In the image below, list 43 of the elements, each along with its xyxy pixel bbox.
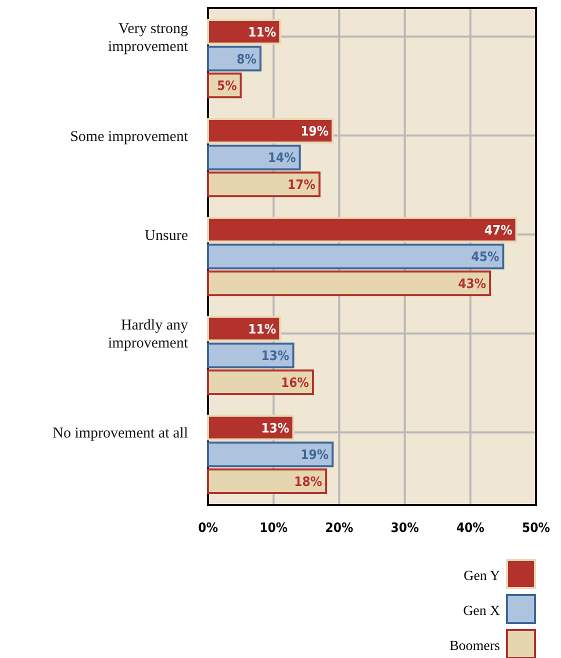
x-tick-label: 50% xyxy=(522,521,550,536)
data-label: 47% xyxy=(484,223,513,238)
bar xyxy=(207,468,328,494)
bar xyxy=(207,144,301,170)
bar xyxy=(207,244,504,270)
bar xyxy=(207,316,282,342)
legend-label: Boomers xyxy=(449,639,500,654)
y-tick-label: Some improvement xyxy=(70,128,189,145)
data-label: 17% xyxy=(288,178,316,194)
y-tick-label: Hardly any improvement xyxy=(108,318,189,352)
bar xyxy=(207,118,334,144)
data-label: 19% xyxy=(300,124,329,140)
data-label: 5% xyxy=(216,79,238,94)
data-label: 8% xyxy=(236,52,257,68)
legend-label: Gen X xyxy=(463,604,500,620)
data-label: 14% xyxy=(268,151,296,166)
bar xyxy=(207,19,282,45)
bar xyxy=(207,442,334,468)
x-tick-label: 30% xyxy=(390,521,420,536)
x-tick-label: 40% xyxy=(456,521,485,536)
x-tick-label: 20% xyxy=(325,521,354,536)
y-tick-label: Very strong improvement xyxy=(108,20,189,55)
data-label: 11% xyxy=(248,25,276,40)
legend-label: Gen Y xyxy=(464,569,500,584)
bar xyxy=(207,342,294,368)
data-label: 16% xyxy=(280,376,310,391)
data-label: 13% xyxy=(261,421,290,436)
bar xyxy=(207,46,262,72)
data-label: 43% xyxy=(458,276,486,292)
data-label: 45% xyxy=(471,250,500,266)
bar xyxy=(207,369,314,396)
data-label: 13% xyxy=(261,349,290,364)
data-label: 11% xyxy=(248,322,276,338)
y-tick-label: No improvement at all xyxy=(52,426,188,442)
y-tick-label: Unsure xyxy=(144,228,188,244)
x-tick-label: 0% xyxy=(198,521,218,536)
data-label: 19% xyxy=(300,448,329,464)
bar xyxy=(207,414,294,440)
x-tick-label: 10% xyxy=(260,521,288,536)
bar xyxy=(207,216,518,242)
bar xyxy=(207,172,321,198)
data-label: 18% xyxy=(294,474,322,490)
bar xyxy=(207,270,492,296)
